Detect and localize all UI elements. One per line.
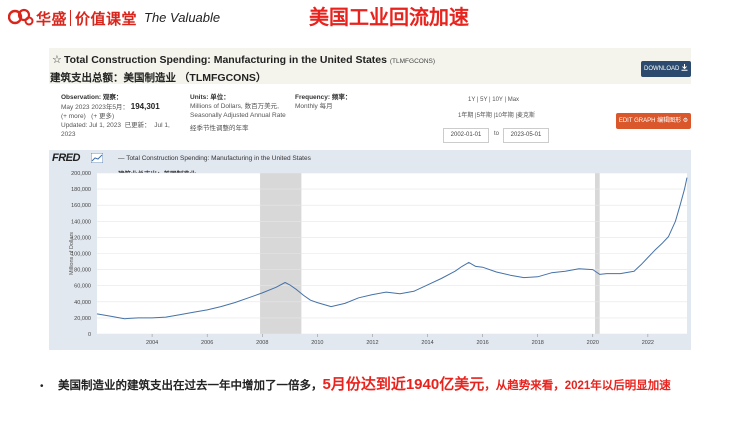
y-tick-label-9: 180,000 <box>71 187 91 193</box>
fred-title-bar <box>49 48 691 84</box>
star-icon[interactable]: ☆ <box>52 54 62 66</box>
gear-icon: ⚙ <box>682 118 689 124</box>
summary-note: 美国制造业的建筑支出在过去一年中增加了一倍多，5月份达到近1940亿美元，从趋势… <box>58 376 698 395</box>
observation-block: Observation: 观察： May 2023 2023年5月： 194,3… <box>61 94 170 138</box>
x-tick-label-7: 2018 <box>532 340 544 346</box>
series-title-cn: 建筑支出总额：美国制造业 （TLMFGCONS） <box>50 72 267 84</box>
y-tick-label-2: 40,000 <box>74 300 91 306</box>
date-to-input[interactable]: 2023-05-01 <box>503 128 549 143</box>
download-button[interactable]: DOWNLOAD <box>641 61 691 77</box>
observation-value: 194,301 <box>130 102 160 111</box>
x-tick-label-6: 2016 <box>476 340 488 346</box>
x-tick-label-2: 2008 <box>256 340 268 346</box>
series-line-0 <box>96 177 688 320</box>
range-selector[interactable]: 1Y | 5Y | 10Y | Max <box>468 97 520 103</box>
fred-logo: FRED <box>52 152 80 164</box>
y-tick-label-5: 100,000 <box>71 252 91 258</box>
logo-brand-cn: 华盛 <box>36 11 68 28</box>
x-tick-label-9: 2022 <box>642 340 654 346</box>
note-part-1: 美国制造业的建筑支出在过去一年中增加了一倍多， <box>58 380 323 392</box>
more-link[interactable]: (+ more) <box>61 113 86 120</box>
x-tick-label-8: 2020 <box>587 340 599 346</box>
download-icon <box>681 64 688 71</box>
x-tick-label-4: 2012 <box>366 340 378 346</box>
logo-tagline: The Valuable <box>144 10 221 25</box>
slide-title: 美国工业回流加速 <box>309 7 469 29</box>
y-tick-label-4: 80,000 <box>74 268 91 274</box>
y-tick-label-3: 60,000 <box>74 284 91 290</box>
y-tick-label-1: 20,000 <box>74 316 91 322</box>
x-tick-label-1: 2006 <box>201 340 213 346</box>
range-selector-cn[interactable]: 1年期 |5年期 |10年期 |麦克斯 <box>458 113 536 119</box>
legend-label: — Total Construction Spending: Manufactu… <box>118 155 311 162</box>
x-tick-label-3: 2010 <box>311 340 323 346</box>
fred-logo-chart-icon <box>91 153 103 163</box>
edit-graph-button[interactable]: EDIT GRAPH 编辑图形 ⚙ <box>616 113 691 129</box>
frequency-block: Frequency: 频率： Monthly 每月 <box>295 94 352 110</box>
date-from-input[interactable]: 2002-01-01 <box>443 128 489 143</box>
y-tick-label-8: 160,000 <box>71 203 91 209</box>
date-to-label: to <box>494 131 500 137</box>
bullet-marker: • <box>40 381 44 392</box>
series-id: (TLMFGCONS) <box>389 58 436 65</box>
units-block: Units: 单位： Millions of Dollars, 数百万美元, S… <box>190 94 286 132</box>
huasheng-logo-icon <box>8 8 34 26</box>
y-tick-label-6: 120,000 <box>71 235 91 241</box>
x-tick-label-0: 2004 <box>146 340 158 346</box>
y-tick-label-0: 0 <box>88 332 91 338</box>
x-tick-label-5: 2014 <box>421 340 433 346</box>
y-tick-label-7: 140,000 <box>71 219 91 225</box>
series-title: Total Construction Spending: Manufacturi… <box>64 54 436 66</box>
logo-divider <box>70 10 71 26</box>
y-axis-label: Millions of Dollars <box>69 232 75 275</box>
note-highlight: 5月份达到近1940亿美元 <box>322 376 485 393</box>
y-tick-label-10: 200,000 <box>71 171 91 177</box>
note-part-3: ，从趋势来看，2021年以后明显加速 <box>484 380 671 392</box>
logo-course-name: 价值课堂 <box>75 11 138 28</box>
